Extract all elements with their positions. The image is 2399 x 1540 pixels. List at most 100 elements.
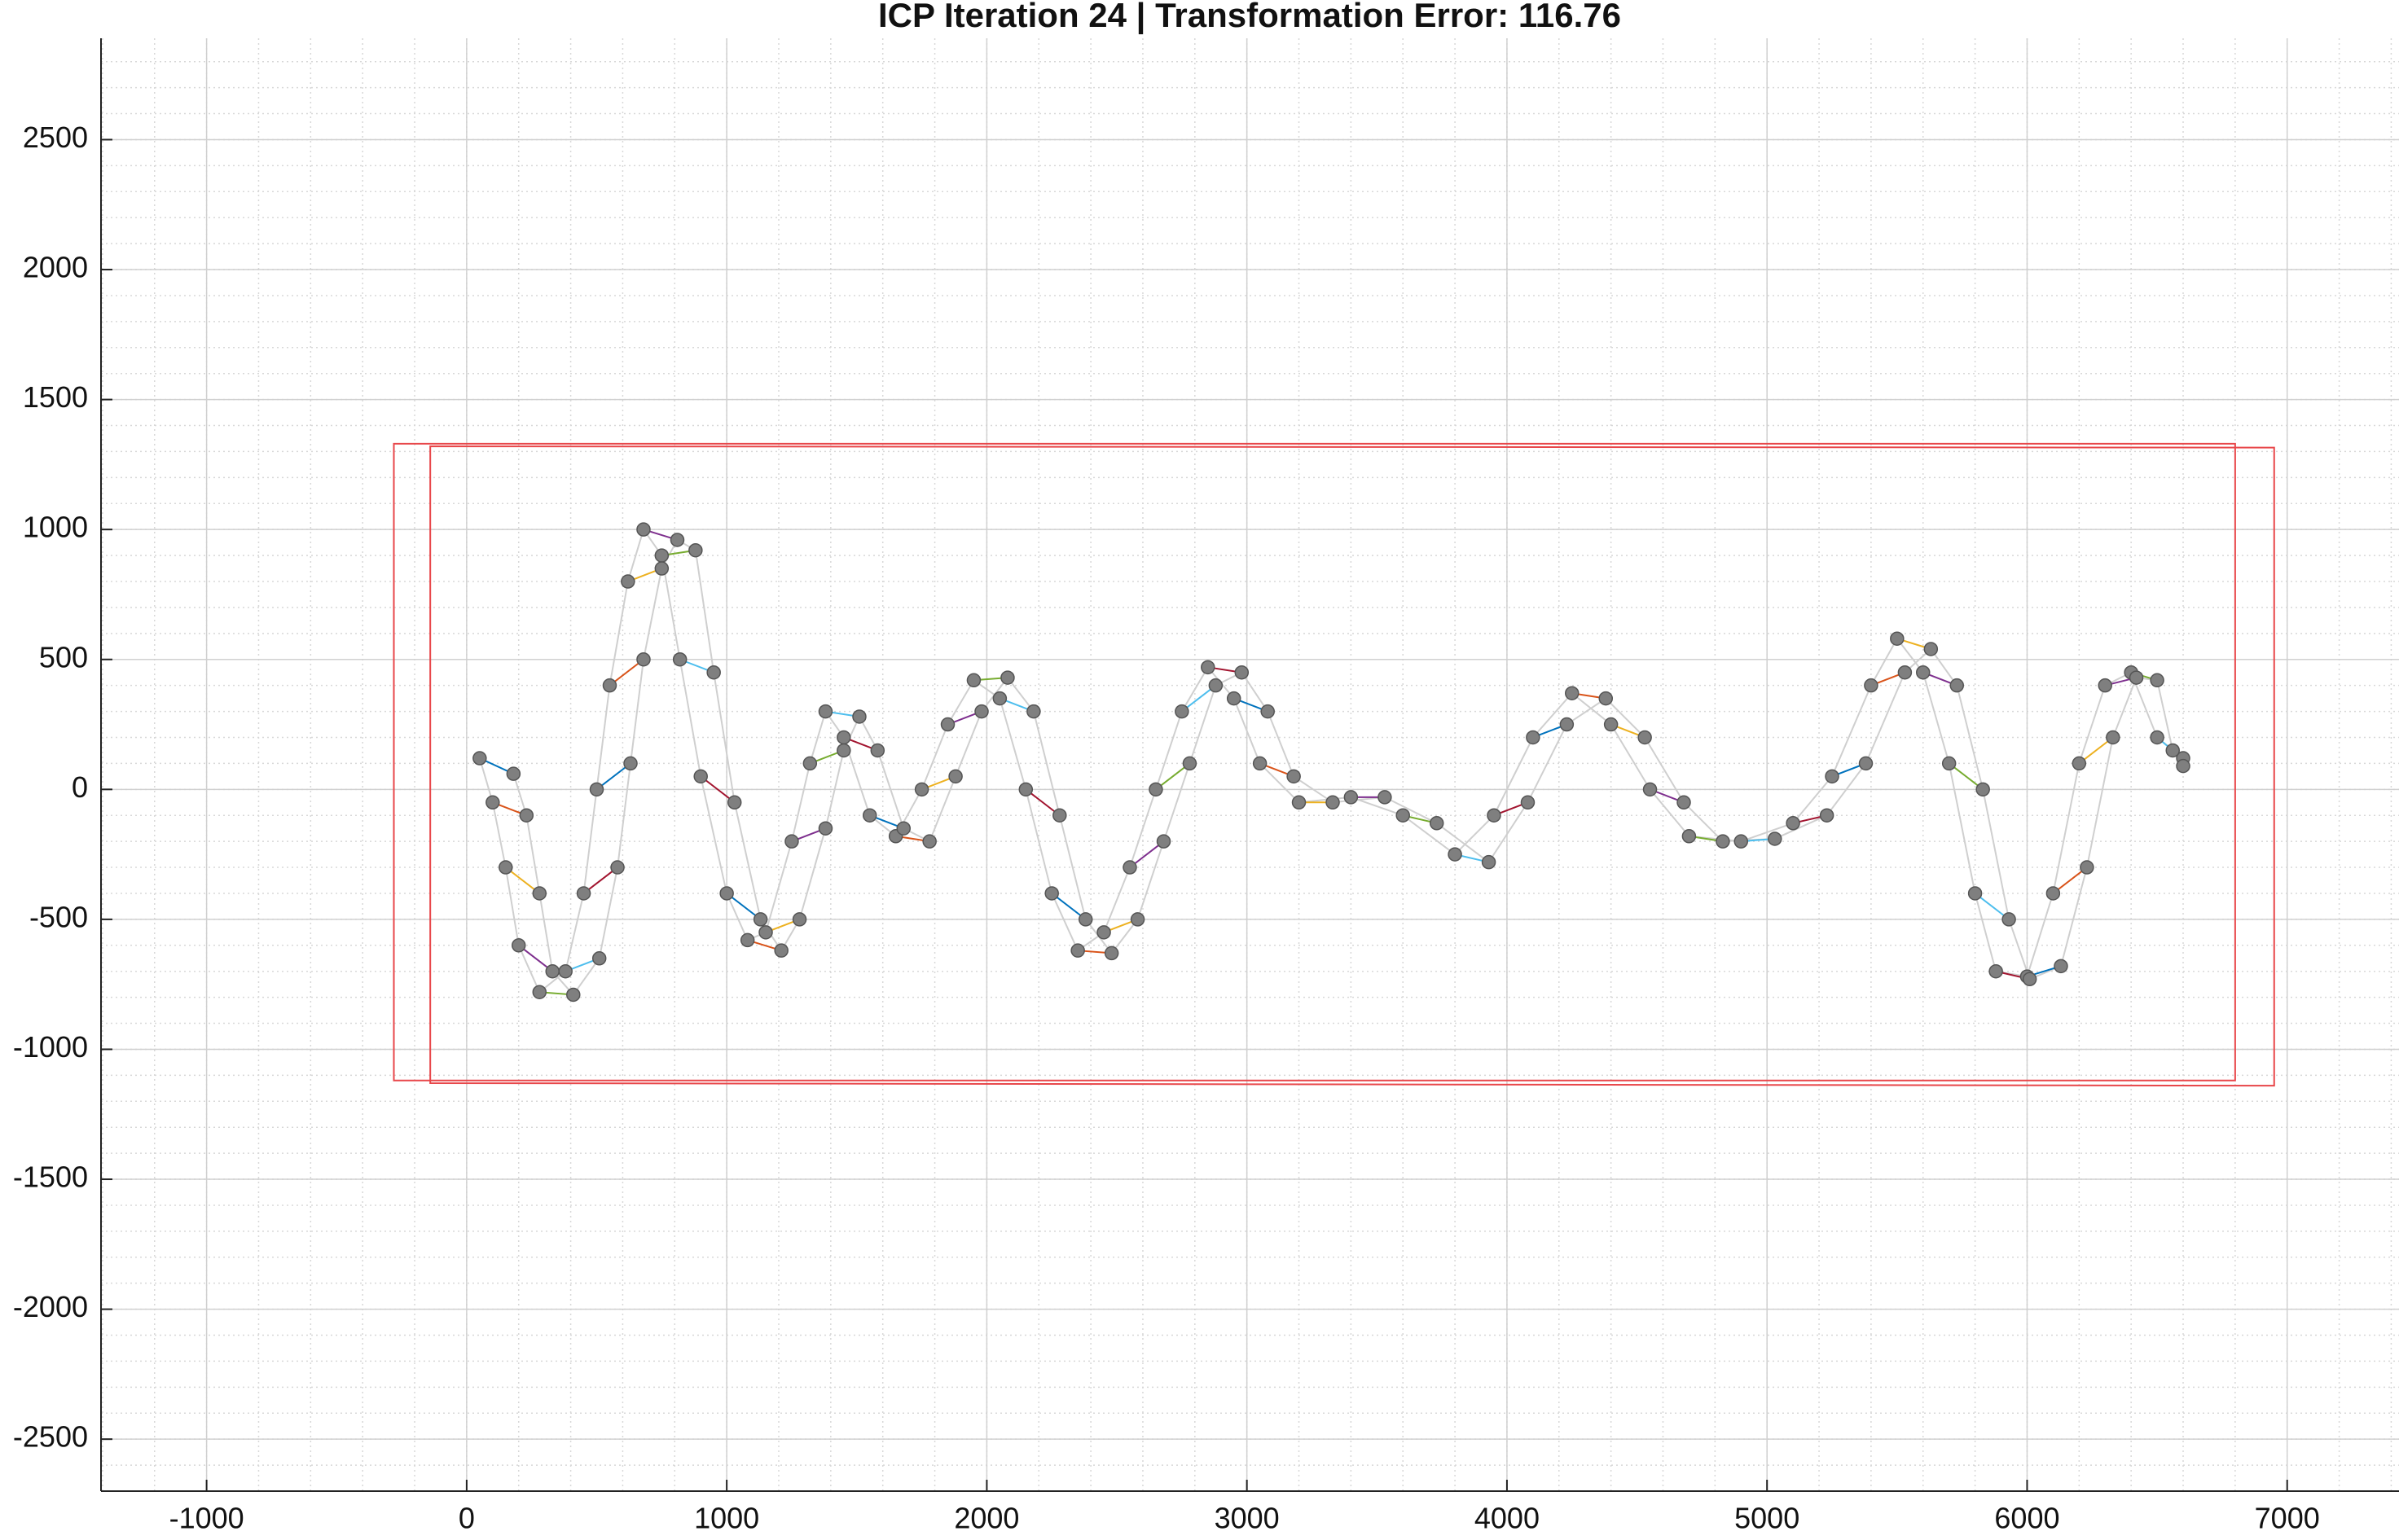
y-tick-label: 1000 — [23, 511, 88, 544]
point — [654, 561, 670, 576]
point — [1642, 782, 1658, 797]
point — [1325, 795, 1340, 810]
point — [719, 886, 734, 901]
point — [1377, 790, 1392, 805]
point — [2150, 673, 2164, 688]
point — [2165, 743, 2180, 758]
point — [1234, 665, 1250, 680]
point — [545, 963, 560, 979]
point — [1104, 945, 1119, 961]
point — [1252, 756, 1268, 771]
point — [511, 938, 526, 953]
point — [966, 673, 982, 688]
point — [896, 821, 911, 836]
point — [1078, 912, 1093, 927]
point — [1123, 860, 1137, 875]
x-tick-label: 2000 — [954, 1502, 1019, 1535]
point — [922, 834, 937, 849]
point — [636, 522, 651, 537]
chart-title: ICP Iteration 24 | Transformation Error:… — [878, 0, 1621, 35]
point — [506, 766, 521, 781]
point — [1681, 829, 1697, 844]
point — [1286, 769, 1301, 784]
point — [558, 963, 573, 979]
point — [589, 782, 604, 797]
curve-line — [478, 527, 2184, 994]
point — [837, 730, 851, 745]
point — [623, 756, 638, 771]
point — [2045, 886, 2061, 901]
point — [1520, 795, 1536, 810]
point — [1941, 756, 1957, 771]
point — [818, 821, 833, 836]
point — [654, 548, 670, 563]
point — [727, 795, 742, 810]
point — [591, 951, 607, 966]
y-tick-label: -2500 — [13, 1420, 88, 1454]
point — [1481, 854, 1496, 870]
point — [610, 860, 625, 875]
point — [992, 691, 1008, 706]
point — [519, 808, 534, 823]
point — [1208, 678, 1224, 693]
point — [636, 652, 651, 667]
x-tick-label: 4000 — [1474, 1502, 1540, 1535]
bounding-box — [429, 445, 2275, 1087]
point — [1018, 782, 1034, 797]
point — [1890, 631, 1905, 646]
point — [532, 886, 547, 901]
point — [1429, 816, 1444, 831]
point — [1201, 660, 1215, 675]
point — [862, 808, 877, 823]
point — [1448, 847, 1462, 862]
point — [948, 769, 963, 784]
point — [818, 704, 833, 719]
point — [1819, 808, 1834, 823]
point — [2072, 756, 2087, 771]
point — [1768, 831, 1782, 846]
point — [1026, 704, 1041, 719]
point — [1000, 670, 1015, 685]
x-tick-label: 3000 — [1215, 1502, 1280, 1535]
bounding-box — [393, 442, 2236, 1082]
point — [1096, 925, 1111, 940]
point — [1130, 912, 1145, 927]
point — [2106, 730, 2120, 745]
point — [1923, 642, 1939, 656]
point — [706, 665, 721, 680]
point — [837, 743, 851, 758]
point — [1070, 943, 1085, 958]
point — [758, 925, 773, 940]
x-tick-label: 5000 — [1734, 1502, 1799, 1535]
y-tick-label: -500 — [29, 900, 88, 933]
point — [1052, 808, 1067, 823]
point — [1825, 769, 1839, 784]
point — [1897, 665, 1913, 680]
point — [2150, 730, 2164, 745]
point — [486, 795, 500, 810]
point — [753, 912, 768, 927]
point — [2080, 860, 2094, 875]
y-tick-label: 2500 — [23, 121, 88, 154]
x-tick-label: 6000 — [1994, 1502, 2059, 1535]
point — [602, 678, 617, 693]
point — [1603, 717, 1619, 732]
point — [940, 717, 956, 732]
y-tick-label: 500 — [39, 640, 88, 673]
point — [499, 860, 513, 875]
point — [1786, 816, 1800, 831]
point — [914, 782, 929, 797]
point — [1395, 808, 1410, 823]
point — [2176, 758, 2190, 774]
point — [870, 743, 885, 758]
x-tick-label: 1000 — [694, 1502, 759, 1535]
point — [1858, 756, 1874, 771]
point — [1044, 886, 1059, 901]
point — [1175, 704, 1189, 719]
point — [1526, 730, 1540, 745]
point — [802, 756, 818, 771]
point — [2054, 959, 2068, 974]
point — [1988, 963, 2003, 979]
y-tick-label: -1500 — [13, 1160, 88, 1194]
